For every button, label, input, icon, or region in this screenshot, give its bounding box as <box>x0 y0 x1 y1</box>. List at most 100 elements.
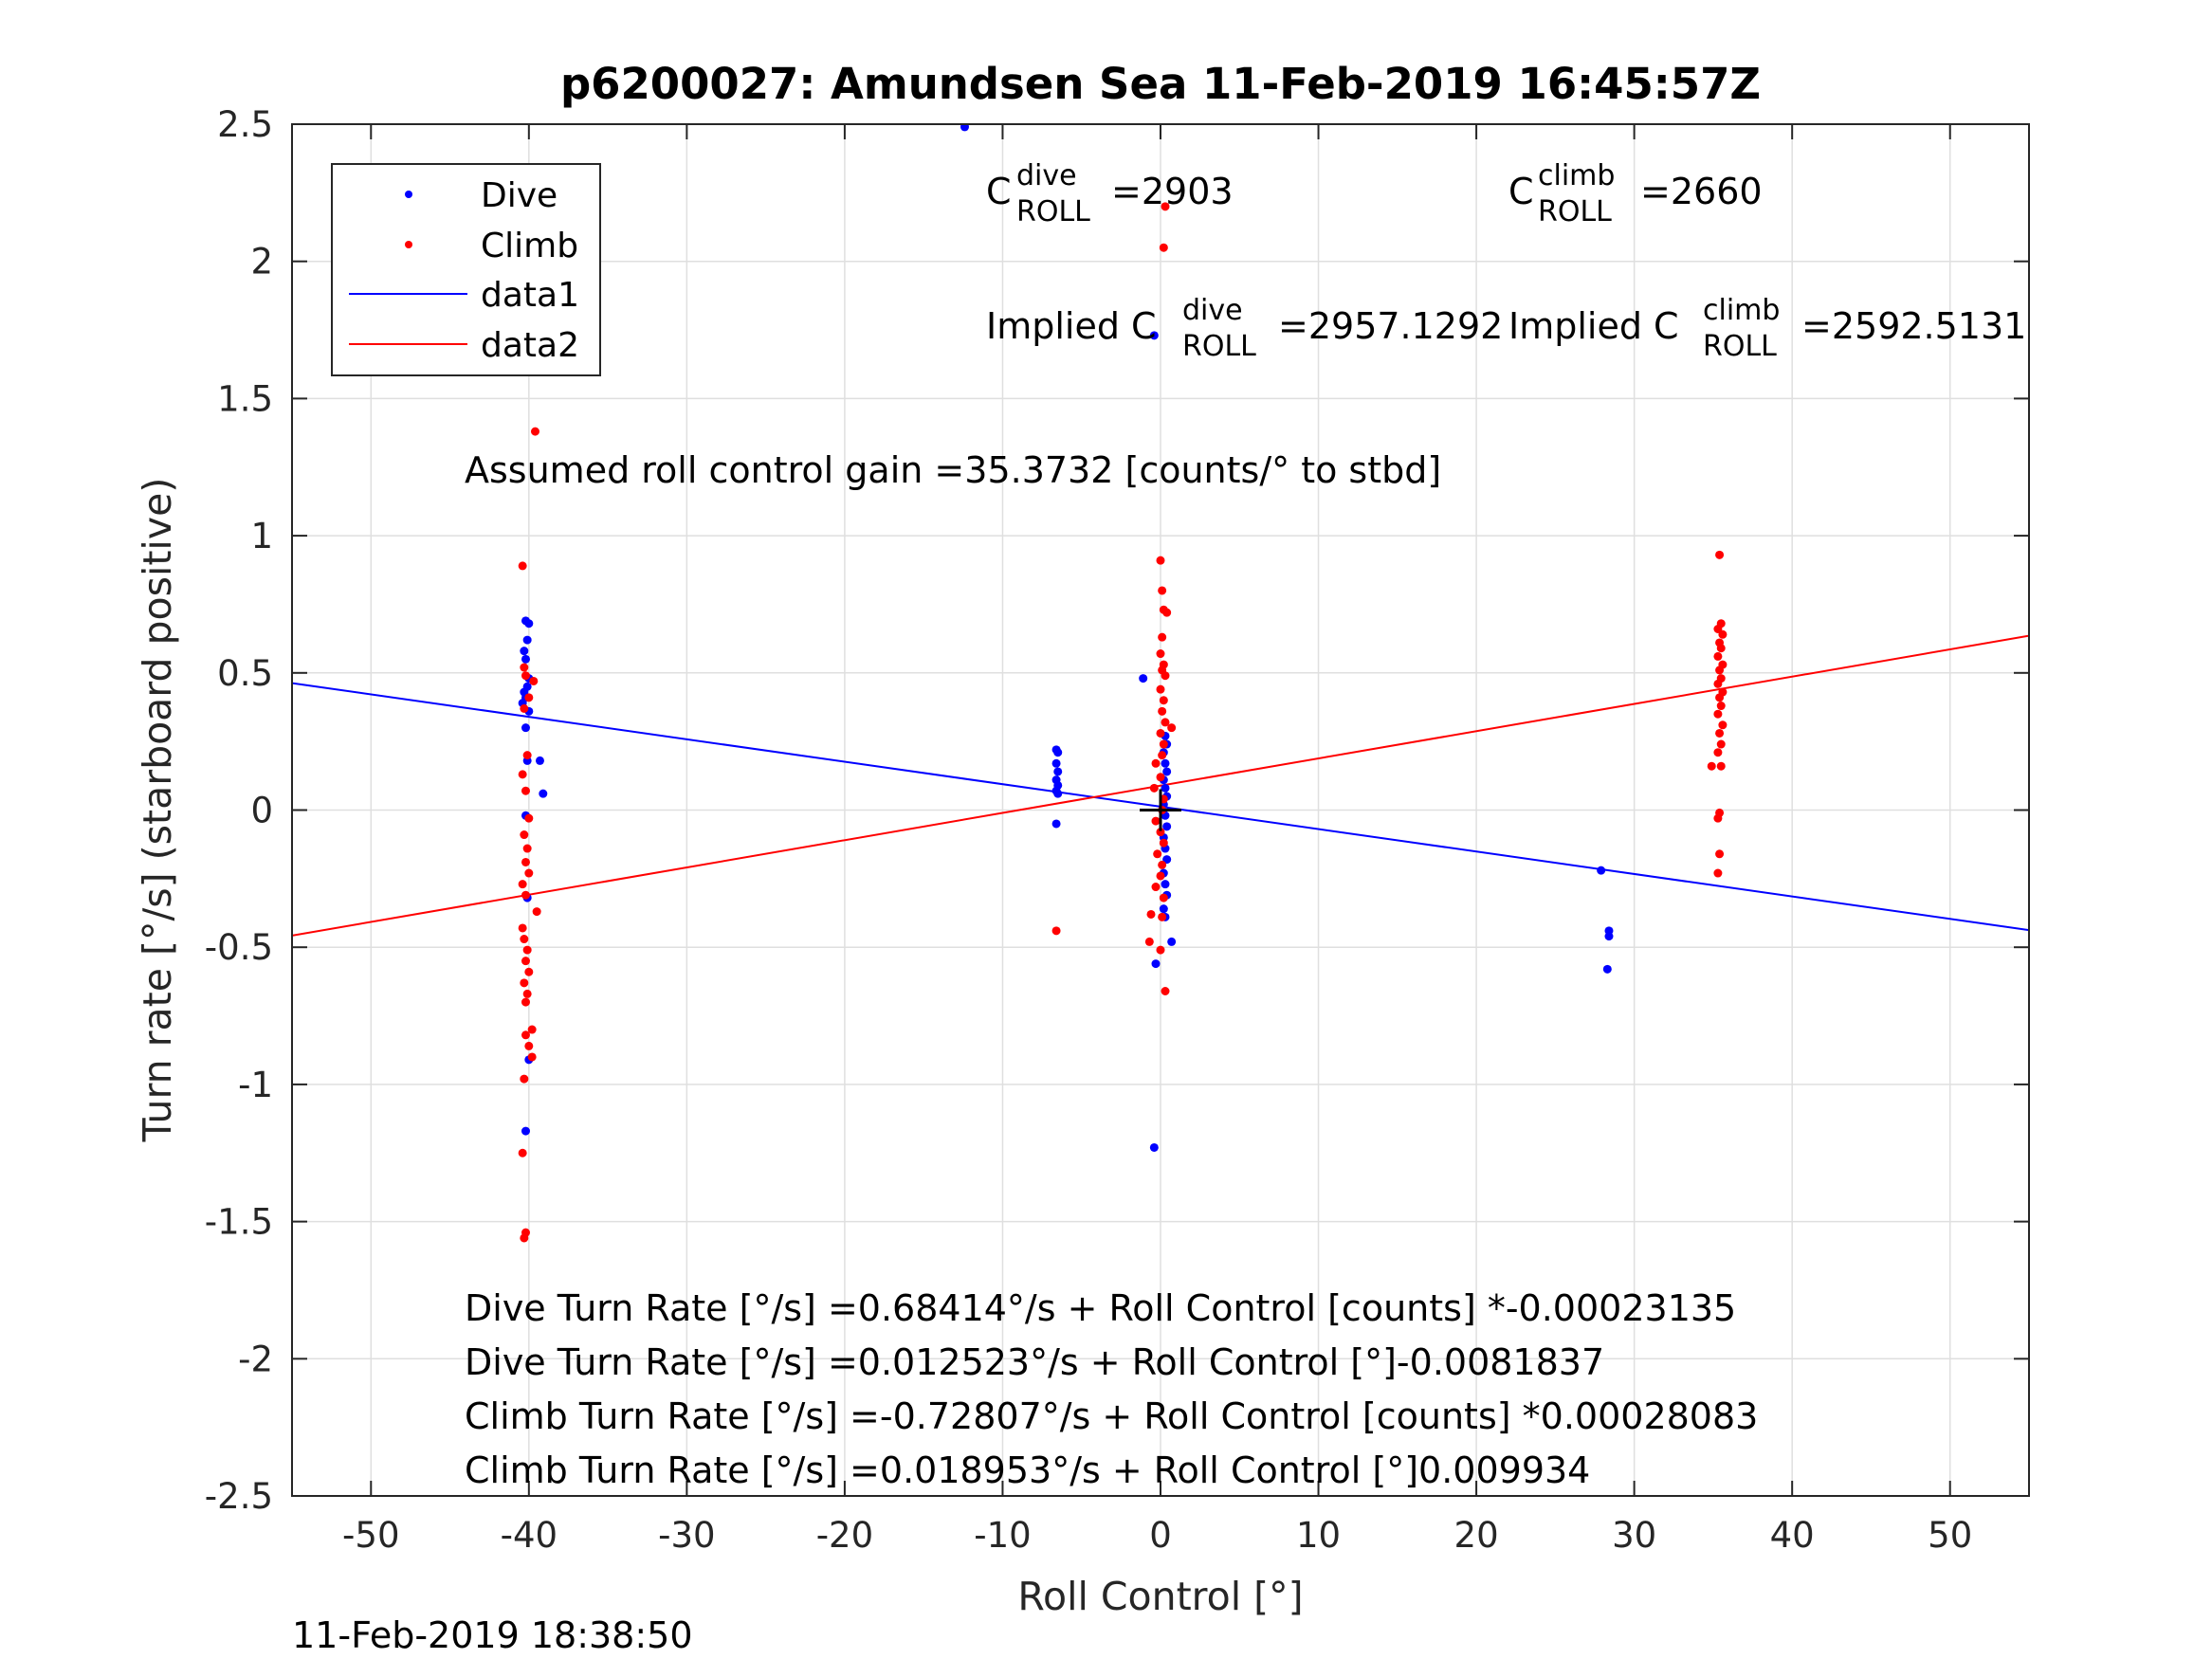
climb-point <box>522 844 532 853</box>
climb-point <box>1151 758 1161 768</box>
climb-point <box>1144 937 1154 946</box>
climb-point <box>520 978 529 988</box>
climb-point <box>1718 720 1728 730</box>
implied-climb-sup: climb <box>1703 294 1780 327</box>
legend-climb-marker <box>405 241 412 248</box>
climb-point <box>1713 813 1723 823</box>
dive-point <box>539 789 548 798</box>
y-tick-label: -2.5 <box>205 1476 273 1517</box>
dive-point <box>960 124 969 132</box>
c-roll-dive-annotation: C dive ROLL =2903 <box>986 159 1234 228</box>
fit-line-data2 <box>292 634 2029 937</box>
climb-point <box>521 890 530 900</box>
implied-dive-sup: dive <box>1182 294 1243 327</box>
climb-point <box>1713 651 1723 661</box>
dive-point <box>1167 937 1177 946</box>
climb-point <box>1158 860 1167 869</box>
climb-point <box>1713 679 1723 688</box>
y-tick-label: 2.5 <box>217 104 273 145</box>
legend-entry-data1: data1 <box>481 276 579 315</box>
legend: Dive Climb data1 data2 <box>331 163 601 376</box>
c-roll-dive-sub: ROLL <box>1016 195 1090 228</box>
dive-point <box>1161 758 1170 768</box>
implied-c-roll-climb-annotation: Implied C climb ROLL =2592.5131 <box>1508 294 2026 363</box>
climb-point <box>1716 702 1726 711</box>
climb-point <box>1156 871 1165 881</box>
climb-point <box>1167 723 1177 733</box>
climb-point <box>1716 739 1726 749</box>
y-tick-label: -1.5 <box>205 1202 273 1243</box>
climb-point <box>1161 987 1170 996</box>
c-roll-climb-sup: climb <box>1538 159 1615 192</box>
y-tick-label: -1 <box>238 1065 273 1105</box>
climb-point <box>524 868 534 878</box>
implied-c-roll-dive-annotation: Implied C dive ROLL =2957.1292 <box>986 294 1503 363</box>
x-tick-label: -20 <box>816 1515 873 1556</box>
climb-point <box>518 923 527 933</box>
climb-point <box>518 1148 527 1158</box>
climb-point <box>1156 556 1165 565</box>
y-tick-label: -0.5 <box>205 927 273 968</box>
climb-point <box>1159 838 1168 848</box>
dive-point <box>1604 932 1614 941</box>
climb-point <box>1159 696 1168 705</box>
climb-point <box>1151 883 1161 892</box>
equation-climb-degrees: Climb Turn Rate [°/s] =0.018953°/s + Rol… <box>465 1449 1590 1491</box>
climb-point <box>1707 761 1716 771</box>
y-tick-label: 1.5 <box>217 378 273 419</box>
dive-point <box>521 1126 530 1136</box>
climb-point <box>521 671 530 681</box>
x-tick-label: 40 <box>1770 1515 1815 1556</box>
equation-dive-counts: Dive Turn Rate [°/s] =0.68414°/s + Roll … <box>465 1287 1736 1329</box>
climb-point <box>1159 243 1168 252</box>
climb-point <box>1161 718 1170 727</box>
climb-point <box>1161 671 1170 681</box>
climb-point <box>520 935 529 944</box>
dive-point <box>1139 674 1148 684</box>
x-tick-label: 30 <box>1612 1515 1656 1556</box>
climb-point <box>522 751 532 760</box>
y-tick-label: 0 <box>250 791 273 831</box>
dive-point <box>1161 783 1170 793</box>
climb-point <box>521 957 530 966</box>
climb-point <box>1715 728 1725 738</box>
y-tick-label: 0.5 <box>217 653 273 694</box>
dive-point <box>1053 748 1063 757</box>
c-roll-climb-sub: ROLL <box>1538 195 1612 228</box>
climb-point <box>524 967 534 976</box>
climb-point <box>1156 828 1165 837</box>
climb-point <box>1159 739 1168 749</box>
climb-point <box>520 1233 529 1243</box>
legend-dive-marker <box>405 191 412 198</box>
climb-point <box>1715 550 1725 559</box>
implied-climb-value: =2592.5131 <box>1801 305 2026 347</box>
legend-entry-dive: Dive <box>481 176 558 215</box>
y-tick-label: -2 <box>238 1339 273 1379</box>
dive-point <box>1051 819 1061 829</box>
x-tick-label: -10 <box>974 1515 1031 1556</box>
climb-point <box>522 989 532 998</box>
climb-point <box>1156 684 1165 694</box>
climb-point <box>1151 816 1161 826</box>
implied-dive-sub: ROLL <box>1182 330 1256 363</box>
climb-point <box>1156 728 1165 738</box>
climb-point <box>1156 649 1165 659</box>
x-axis-label: Roll Control [°] <box>1017 1574 1303 1619</box>
dive-point <box>1162 822 1172 831</box>
x-tick-label: -50 <box>342 1515 399 1556</box>
legend-entry-data2: data2 <box>481 326 579 365</box>
axis-ticks: -50 -40 -30 -20 -10 0 10 20 30 40 50 2.5 2 1.5 1 0.5 0 -0… <box>205 104 2029 1556</box>
y-axis-label: Turn rate [°/s] (starboard positive) <box>135 478 180 1143</box>
climb-point <box>1158 912 1167 921</box>
climb-point <box>524 813 534 823</box>
climb-point <box>1159 893 1168 902</box>
climb-point <box>1716 644 1726 653</box>
dive-point <box>1162 767 1172 776</box>
climb-point <box>1156 945 1165 955</box>
implied-climb-prefix: Implied C <box>1508 305 1679 347</box>
c-roll-dive-base: C <box>986 171 1012 212</box>
c-roll-climb-base: C <box>1508 171 1534 212</box>
dive-point <box>1161 880 1170 889</box>
dive-point <box>521 654 530 664</box>
